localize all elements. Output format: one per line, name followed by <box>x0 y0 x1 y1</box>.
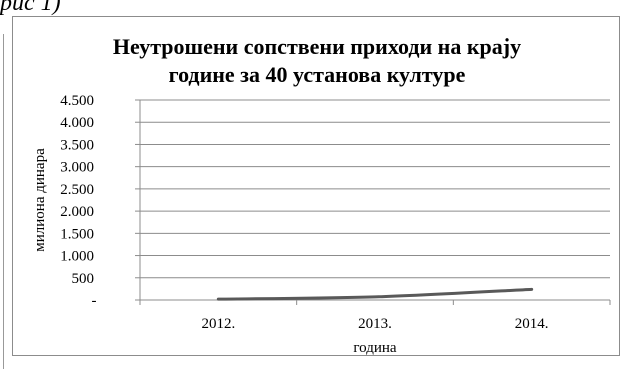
y-tick-label: 3.000 <box>60 160 94 176</box>
y-tick-label: 500 <box>72 271 95 287</box>
y-axis-ticks: - 500 1.000 1.500 2.000 2.500 3.000 3.500 4.000 4… <box>60 93 141 309</box>
y-tick-label: 4.500 <box>60 93 94 109</box>
gridlines <box>140 99 610 279</box>
x-tick-label: 2014. <box>515 316 549 332</box>
y-tick-label: 2.500 <box>60 182 94 198</box>
page-header-fragment: рис 1) <box>0 0 61 16</box>
x-axis-label: година <box>353 340 397 356</box>
series-line <box>216 287 534 301</box>
x-tick-label: 2013. <box>358 316 392 332</box>
y-tick-label: 3.500 <box>60 137 94 153</box>
y-axis-label: милиона динара <box>32 148 48 252</box>
page-left-rule <box>3 34 4 369</box>
y-tick-label: 2.000 <box>60 204 94 220</box>
x-axis: 2012. 2013. 2014. <box>139 299 611 332</box>
x-tick-label: 2012. <box>201 316 235 332</box>
y-tick-label: 1.000 <box>60 249 94 265</box>
series-lines <box>216 287 534 301</box>
chart-title-line-2: године за 40 установа културе <box>169 62 466 87</box>
y-tick-label: 1.500 <box>60 226 94 242</box>
y-tick-label: 4.000 <box>60 115 94 131</box>
y-tick-label: - <box>92 293 97 309</box>
chart-title-line-1: Неутрошени сопствени приходи на крају <box>113 34 521 59</box>
